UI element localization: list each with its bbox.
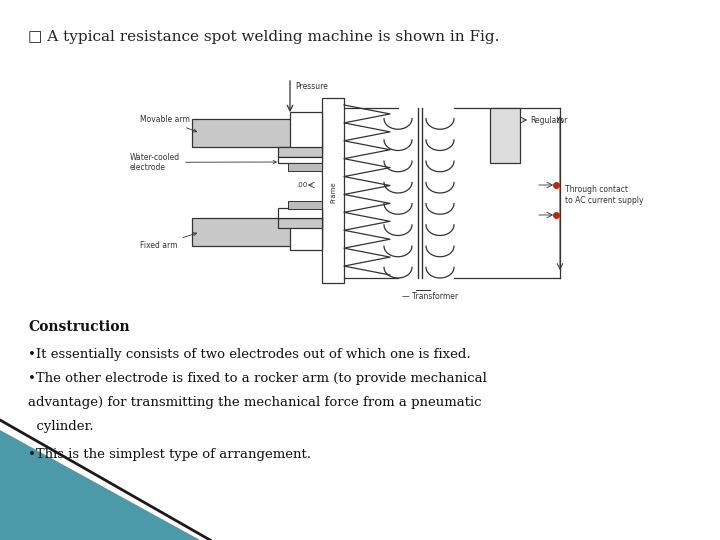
Text: Construction: Construction bbox=[28, 320, 130, 334]
Text: Pressure: Pressure bbox=[295, 82, 328, 91]
Bar bbox=[278, 157, 322, 163]
Bar bbox=[192, 218, 322, 246]
Text: □ A typical resistance spot welding machine is shown in Fig.: □ A typical resistance spot welding mach… bbox=[28, 30, 500, 44]
Bar bbox=[288, 163, 322, 171]
Bar bbox=[290, 112, 322, 153]
Text: •The other electrode is fixed to a rocker arm (to provide mechanical: •The other electrode is fixed to a rocke… bbox=[28, 372, 487, 385]
Text: Frame: Frame bbox=[330, 181, 336, 203]
Bar bbox=[278, 147, 322, 157]
Text: •It essentially consists of two electrodes out of which one is fixed.: •It essentially consists of two electrod… bbox=[28, 348, 471, 361]
Text: •This is the simplest type of arrangement.: •This is the simplest type of arrangemen… bbox=[28, 448, 311, 461]
Bar bbox=[278, 218, 322, 228]
Text: Water-cooled
electrode: Water-cooled electrode bbox=[130, 153, 276, 172]
Text: — Transformer: — Transformer bbox=[402, 292, 458, 301]
Text: Fixed arm: Fixed arm bbox=[140, 233, 197, 250]
Text: Regulator: Regulator bbox=[530, 116, 567, 125]
Bar bbox=[290, 210, 322, 250]
Text: Movable arm: Movable arm bbox=[140, 115, 197, 132]
Text: advantage) for transmitting the mechanical force from a pneumatic: advantage) for transmitting the mechanic… bbox=[28, 396, 482, 409]
Polygon shape bbox=[0, 430, 200, 540]
Bar bbox=[322, 98, 344, 283]
Bar bbox=[192, 119, 322, 147]
Text: .00: .00 bbox=[297, 182, 307, 188]
Text: Through contact
to AC current supply: Through contact to AC current supply bbox=[565, 185, 644, 205]
Bar bbox=[278, 208, 322, 218]
Bar bbox=[490, 108, 520, 163]
Text: cylinder.: cylinder. bbox=[28, 420, 94, 433]
Bar bbox=[288, 201, 322, 209]
